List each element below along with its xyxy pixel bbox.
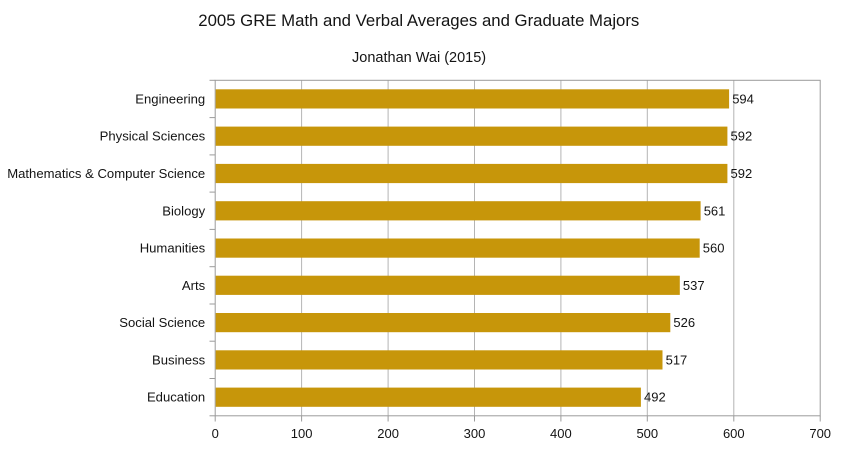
svg-text:492: 492	[644, 390, 666, 405]
svg-text:517: 517	[666, 352, 688, 367]
svg-text:Business: Business	[152, 352, 206, 367]
svg-text:700: 700	[809, 426, 831, 441]
svg-text:600: 600	[723, 426, 745, 441]
svg-text:0: 0	[212, 426, 219, 441]
svg-text:Engineering: Engineering	[135, 91, 205, 106]
svg-text:Social Science: Social Science	[119, 315, 205, 330]
svg-text:Mathematics & Computer Science: Mathematics & Computer Science	[7, 166, 205, 181]
svg-text:Biology: Biology	[162, 203, 205, 218]
svg-text:300: 300	[464, 426, 486, 441]
svg-text:537: 537	[683, 278, 705, 293]
svg-text:500: 500	[636, 426, 658, 441]
svg-text:592: 592	[731, 166, 753, 181]
svg-text:526: 526	[673, 315, 695, 330]
svg-text:594: 594	[732, 91, 754, 106]
svg-text:100: 100	[291, 426, 313, 441]
svg-text:Jonathan Wai (2015): Jonathan Wai (2015)	[352, 50, 486, 66]
svg-text:Education: Education	[147, 390, 205, 405]
svg-text:561: 561	[704, 203, 726, 218]
svg-text:200: 200	[377, 426, 399, 441]
svg-text:560: 560	[703, 241, 725, 256]
svg-text:2005 GRE Math and Verbal Avera: 2005 GRE Math and Verbal Averages and Gr…	[198, 11, 639, 30]
svg-text:Arts: Arts	[182, 278, 206, 293]
svg-text:592: 592	[731, 129, 753, 144]
svg-text:400: 400	[550, 426, 572, 441]
svg-text:Humanities: Humanities	[140, 241, 206, 256]
svg-text:Physical Sciences: Physical Sciences	[100, 129, 206, 144]
